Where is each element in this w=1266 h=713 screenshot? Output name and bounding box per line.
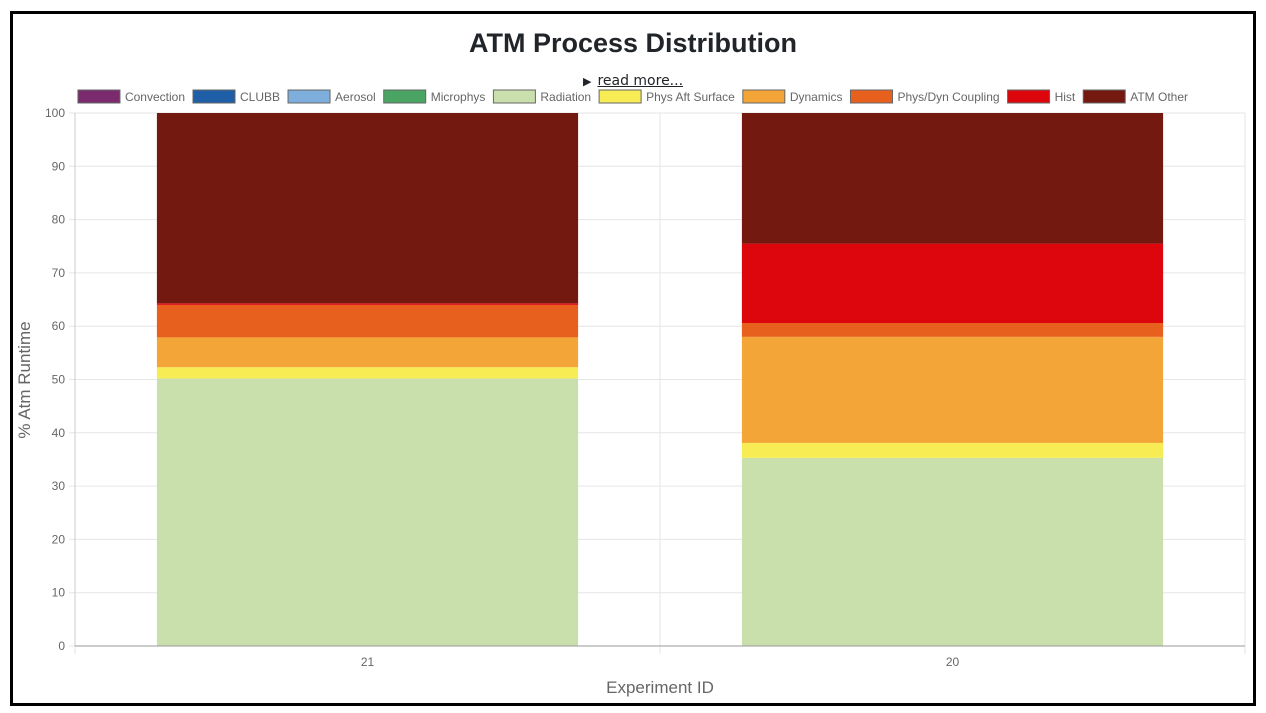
legend-label: Radiation xyxy=(540,90,591,104)
y-tick-label: 10 xyxy=(52,586,66,600)
legend-label: Aerosol xyxy=(335,90,376,104)
y-tick-label: 20 xyxy=(52,532,66,546)
y-tick-label: 100 xyxy=(45,106,65,120)
bar-dynamics-21[interactable] xyxy=(156,337,579,368)
read-more-link[interactable]: read more... xyxy=(597,73,684,89)
legend-item-phys-aft-surface[interactable]: Phys Aft Surface xyxy=(598,89,735,104)
bar-hist-20[interactable] xyxy=(741,243,1164,324)
y-axis-label: % Atm Runtime xyxy=(15,321,34,438)
bar-phys-dyn-coupling-21[interactable] xyxy=(156,304,579,338)
legend-swatch xyxy=(742,89,786,104)
y-tick-label: 50 xyxy=(52,373,66,387)
y-tick-label: 80 xyxy=(52,213,66,227)
y-tick-label: 0 xyxy=(58,639,65,653)
axes: 0 10 20 30 40 50 60 70 80 90 100 21 20 xyxy=(45,106,1245,669)
legend-label: Hist xyxy=(1055,90,1076,104)
read-more-toggle[interactable]: ▶ read more... xyxy=(13,73,1253,89)
y-tick-label: 40 xyxy=(52,426,66,440)
y-tick-label: 70 xyxy=(52,266,66,280)
legend-swatch xyxy=(598,89,642,104)
x-tick-label: 20 xyxy=(946,655,960,669)
chart-title: ATM Process Distribution xyxy=(468,28,798,58)
bars xyxy=(156,113,1164,646)
legend-swatch xyxy=(850,89,894,104)
legend-swatch xyxy=(287,89,331,104)
legend-item-dynamics[interactable]: Dynamics xyxy=(742,89,843,104)
legend-item-radiation[interactable]: Radiation xyxy=(492,89,591,104)
bar-dynamics-20[interactable] xyxy=(741,336,1164,443)
legend-swatch xyxy=(1007,89,1051,104)
legend-item-phys-dyn-coupling[interactable]: Phys/Dyn Coupling xyxy=(850,89,1000,104)
bar-radiation-21[interactable] xyxy=(156,378,579,646)
y-tick-label: 30 xyxy=(52,479,66,493)
legend-label: Microphys xyxy=(431,90,486,104)
y-tick-label: 60 xyxy=(52,319,66,333)
legend-item-atm-other[interactable]: ATM Other xyxy=(1082,89,1188,104)
legend-item-convection[interactable]: Convection xyxy=(77,89,185,104)
x-tick-label: 21 xyxy=(361,655,375,669)
bar-hist-21[interactable] xyxy=(156,303,579,305)
legend-label: ATM Other xyxy=(1130,90,1188,104)
bar-radiation-20[interactable] xyxy=(741,457,1164,646)
legend-label: Phys/Dyn Coupling xyxy=(898,90,1000,104)
legend-item-microphys[interactable]: Microphys xyxy=(383,89,486,104)
legend: Convection CLUBB Aerosol Microphys Radiation… xyxy=(77,89,1188,104)
bar-atm-other-21[interactable] xyxy=(156,113,579,304)
legend-item-hist[interactable]: Hist xyxy=(1007,89,1076,104)
legend-label: CLUBB xyxy=(240,90,280,104)
x-axis-label: Experiment ID xyxy=(606,678,714,697)
bar-atm-other-20[interactable] xyxy=(741,113,1164,244)
bar-phys-aft-surface-21[interactable] xyxy=(156,367,579,379)
legend-swatch xyxy=(192,89,236,104)
triangle-right-icon[interactable]: ▶ xyxy=(582,75,592,88)
legend-swatch xyxy=(77,89,121,104)
legend-swatch xyxy=(383,89,427,104)
legend-label: Dynamics xyxy=(790,90,843,104)
legend-swatch xyxy=(492,89,536,104)
y-tick-label: 90 xyxy=(52,159,66,173)
bar-phys-aft-surface-20[interactable] xyxy=(741,442,1164,458)
legend-item-clubb[interactable]: CLUBB xyxy=(192,89,280,104)
legend-label: Convection xyxy=(125,90,185,104)
legend-label: Phys Aft Surface xyxy=(646,90,735,104)
bar-phys-dyn-coupling-20[interactable] xyxy=(741,323,1164,337)
legend-swatch xyxy=(1082,89,1126,104)
legend-item-aerosol[interactable]: Aerosol xyxy=(287,89,376,104)
